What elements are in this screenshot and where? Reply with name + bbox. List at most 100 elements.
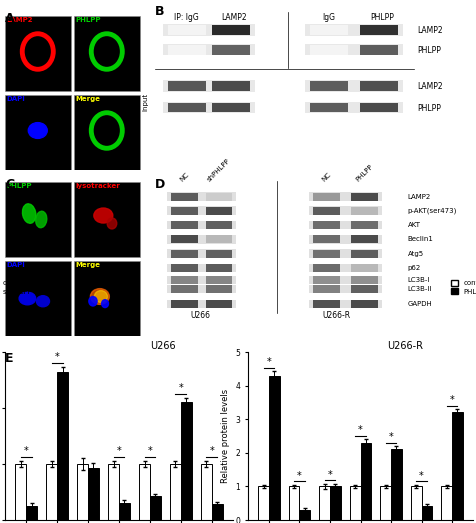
Text: Atg5: Atg5 xyxy=(408,251,424,257)
Bar xyxy=(289,486,299,520)
Bar xyxy=(170,464,181,520)
Bar xyxy=(206,264,232,272)
Text: Merge: Merge xyxy=(76,262,101,268)
Bar xyxy=(351,235,378,243)
Text: PHLPP: PHLPP xyxy=(371,13,395,22)
Text: PHLPP: PHLPP xyxy=(7,183,32,189)
Ellipse shape xyxy=(36,295,50,307)
Ellipse shape xyxy=(22,204,36,223)
Text: IgG: IgG xyxy=(322,13,335,22)
Bar xyxy=(74,16,139,91)
Bar xyxy=(168,81,206,91)
Bar xyxy=(212,103,250,112)
Bar xyxy=(168,25,206,35)
Ellipse shape xyxy=(107,218,117,229)
Bar xyxy=(206,276,232,284)
Bar xyxy=(351,221,378,229)
Bar xyxy=(74,261,139,336)
Text: AKT: AKT xyxy=(408,222,421,228)
Text: DAPI: DAPI xyxy=(7,96,26,102)
Bar xyxy=(167,300,236,308)
Bar xyxy=(309,285,382,293)
Bar xyxy=(181,402,192,520)
Bar xyxy=(163,44,255,55)
Bar xyxy=(46,464,57,520)
Bar xyxy=(305,24,403,36)
Ellipse shape xyxy=(36,211,47,228)
Circle shape xyxy=(101,300,109,308)
Bar xyxy=(319,486,330,520)
Text: *: * xyxy=(450,395,455,405)
Bar xyxy=(201,464,212,520)
Bar xyxy=(313,192,340,200)
Bar xyxy=(441,486,452,520)
Bar xyxy=(171,285,198,293)
Text: *: * xyxy=(148,446,152,456)
Bar xyxy=(309,207,382,215)
Bar xyxy=(360,25,398,35)
Text: *: * xyxy=(297,471,302,481)
Bar xyxy=(269,376,279,520)
Legend: control, shPHLPP: control, shPHLPP xyxy=(0,280,32,294)
Bar xyxy=(212,504,223,520)
Bar xyxy=(206,300,232,308)
Bar xyxy=(206,235,232,243)
Bar xyxy=(309,249,382,258)
Bar xyxy=(5,16,70,91)
Text: LAMP2: LAMP2 xyxy=(408,194,431,200)
Bar xyxy=(167,221,236,230)
Bar xyxy=(310,25,348,35)
Text: lysotracker: lysotracker xyxy=(76,183,120,189)
Text: *: * xyxy=(24,446,29,456)
Text: A: A xyxy=(5,12,15,25)
Text: *: * xyxy=(117,446,121,456)
Text: C: C xyxy=(5,178,14,191)
Bar xyxy=(167,249,236,258)
Bar xyxy=(206,207,232,215)
Bar xyxy=(150,496,161,520)
Bar xyxy=(380,486,391,520)
Bar xyxy=(171,300,198,308)
Bar xyxy=(167,276,236,284)
Bar xyxy=(168,45,206,54)
Text: LAMP2: LAMP2 xyxy=(417,82,443,91)
Text: Input: Input xyxy=(142,93,149,110)
Ellipse shape xyxy=(28,122,47,139)
Bar xyxy=(309,300,382,308)
Bar xyxy=(171,249,198,257)
Bar xyxy=(313,264,340,272)
Bar xyxy=(167,192,236,201)
Bar xyxy=(206,192,232,200)
Bar xyxy=(351,192,378,200)
Bar xyxy=(391,449,402,520)
Text: GAPDH: GAPDH xyxy=(408,301,433,307)
Ellipse shape xyxy=(94,208,113,223)
Bar xyxy=(452,413,463,520)
Bar xyxy=(258,486,269,520)
Text: LAMP2: LAMP2 xyxy=(221,13,247,22)
Bar xyxy=(309,192,382,201)
Bar xyxy=(313,285,340,293)
Text: LC3B-II: LC3B-II xyxy=(408,286,432,292)
Bar xyxy=(212,45,250,54)
Bar xyxy=(171,235,198,243)
Text: PHLPP: PHLPP xyxy=(76,17,101,22)
Text: p-AKT(ser473): p-AKT(ser473) xyxy=(408,208,457,214)
Bar xyxy=(163,81,255,92)
Bar xyxy=(310,45,348,54)
Bar xyxy=(163,102,255,113)
Text: *: * xyxy=(327,470,332,480)
Circle shape xyxy=(97,119,117,142)
Bar xyxy=(313,207,340,215)
Bar xyxy=(310,81,348,91)
Bar xyxy=(57,372,68,520)
Bar xyxy=(351,249,378,257)
Bar xyxy=(139,464,150,520)
Bar xyxy=(309,264,382,272)
Ellipse shape xyxy=(90,289,109,304)
Legend: control, PHLPP: control, PHLPP xyxy=(451,280,476,294)
Bar xyxy=(313,276,340,284)
Text: *: * xyxy=(267,357,271,368)
Bar xyxy=(5,261,70,336)
Bar xyxy=(167,235,236,244)
